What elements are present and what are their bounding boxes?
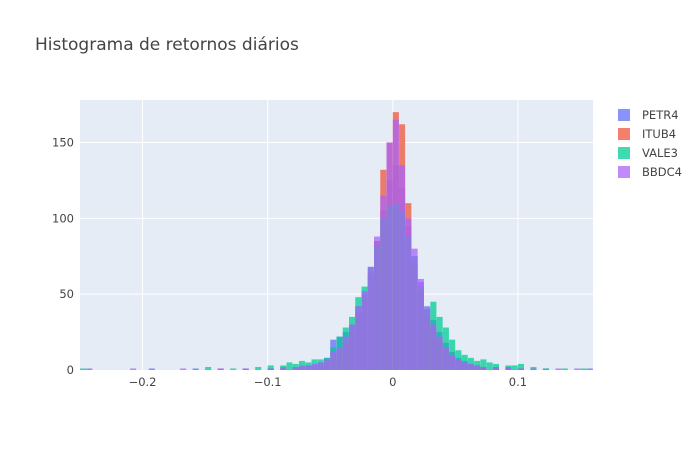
chart-title: Histograma de retornos diários: [35, 35, 299, 55]
histogram-bar[interactable]: [405, 218, 412, 370]
histogram-bar[interactable]: [586, 368, 593, 370]
histogram-bar[interactable]: [580, 368, 587, 370]
legend[interactable]: PETR4 ITUB4 VALE3 BBDC4: [618, 108, 682, 179]
histogram-bar[interactable]: [242, 368, 249, 370]
histogram-bar[interactable]: [461, 354, 468, 370]
series-bbdc4: [130, 119, 581, 370]
legend-swatch: [618, 166, 630, 178]
y-tick-label: 0: [67, 363, 74, 377]
histogram-bar[interactable]: [298, 365, 306, 370]
histogram-bar[interactable]: [417, 278, 424, 370]
histogram-bar[interactable]: [323, 359, 331, 370]
histogram-bar[interactable]: [311, 363, 318, 370]
histogram-bar[interactable]: [480, 359, 487, 370]
histogram-bar[interactable]: [386, 142, 393, 370]
histogram-bar[interactable]: [380, 195, 387, 370]
histogram-bar[interactable]: [486, 362, 493, 370]
y-axis-ticks: 0 50 100 150: [52, 135, 74, 377]
x-tick-label: 0: [389, 375, 396, 389]
histogram-bar[interactable]: [542, 368, 550, 370]
histogram-bar[interactable]: [430, 324, 437, 370]
histogram-bar[interactable]: [511, 365, 518, 370]
histogram-bar[interactable]: [130, 368, 137, 370]
histogram-bar[interactable]: [180, 368, 187, 370]
x-tick-label: 0.1: [509, 375, 527, 389]
y-tick-label: 100: [52, 211, 74, 225]
plot-area: [80, 100, 593, 370]
histogram-bar[interactable]: [517, 368, 524, 370]
legend-item-bbdc4[interactable]: BBDC4: [618, 165, 682, 179]
histogram-bar[interactable]: [517, 363, 524, 370]
histogram-bar[interactable]: [392, 119, 399, 370]
histogram-bar[interactable]: [292, 363, 299, 370]
histogram-bar[interactable]: [361, 291, 368, 370]
histogram-bar[interactable]: [411, 248, 418, 370]
histogram-bar[interactable]: [286, 362, 293, 370]
histogram-bar[interactable]: [492, 363, 499, 370]
histogram-bar[interactable]: [461, 362, 468, 370]
legend-item-petr4[interactable]: PETR4: [618, 108, 679, 122]
legend-label: VALE3: [642, 146, 678, 160]
histogram-bar[interactable]: [86, 368, 93, 370]
histogram-bar[interactable]: [305, 365, 312, 370]
histogram-bar[interactable]: [330, 351, 337, 370]
legend-label: BBDC4: [642, 165, 682, 179]
histogram-bar[interactable]: [480, 366, 487, 370]
histogram-bar[interactable]: [349, 324, 356, 370]
histogram-bar[interactable]: [80, 368, 87, 370]
histogram-bar[interactable]: [292, 366, 299, 370]
histogram-bar[interactable]: [436, 336, 443, 370]
histogram-bar[interactable]: [205, 366, 212, 370]
legend-item-vale3[interactable]: VALE3: [618, 146, 678, 160]
legend-label: PETR4: [642, 108, 679, 122]
histogram-bar[interactable]: [474, 365, 481, 370]
histogram-bar[interactable]: [555, 368, 562, 370]
legend-label: ITUB4: [642, 127, 676, 141]
histogram-bar[interactable]: [530, 368, 537, 370]
x-tick-label: −0.1: [254, 375, 282, 389]
legend-swatch: [618, 147, 630, 159]
histogram-bar[interactable]: [317, 362, 324, 370]
histogram-bar[interactable]: [574, 368, 581, 370]
histogram-bar[interactable]: [449, 354, 456, 370]
histogram-bar[interactable]: [267, 365, 274, 370]
histogram-bar[interactable]: [336, 347, 343, 370]
histogram-bar[interactable]: [192, 368, 199, 370]
legend-item-itub4[interactable]: ITUB4: [618, 127, 676, 141]
histogram-bar[interactable]: [455, 359, 462, 370]
histogram-bar[interactable]: [148, 368, 155, 370]
histogram-bar[interactable]: [492, 366, 499, 370]
y-tick-label: 50: [59, 287, 74, 301]
legend-swatch: [618, 109, 630, 121]
histogram-bar[interactable]: [267, 368, 274, 370]
histogram-bar[interactable]: [561, 368, 568, 370]
histogram-bar[interactable]: [505, 366, 512, 370]
bars: [80, 112, 593, 371]
x-axis-ticks: −0.2 −0.1 0 0.1: [129, 375, 527, 389]
histogram-bar[interactable]: [442, 347, 449, 370]
histogram-bar[interactable]: [467, 363, 474, 370]
y-tick-label: 150: [52, 135, 74, 149]
histogram-bar[interactable]: [280, 366, 287, 370]
histogram-bar[interactable]: [424, 309, 431, 370]
histogram-bar[interactable]: [399, 165, 406, 370]
x-tick-label: −0.2: [129, 375, 157, 389]
histogram-bar[interactable]: [217, 368, 224, 370]
legend-swatch: [618, 128, 630, 140]
histogram-bar[interactable]: [355, 306, 362, 370]
histogram-bar[interactable]: [367, 266, 374, 370]
histogram-bar[interactable]: [374, 236, 381, 370]
histogram-bar[interactable]: [230, 368, 237, 370]
histogram-bar[interactable]: [342, 336, 349, 370]
histogram-bar[interactable]: [255, 366, 262, 370]
